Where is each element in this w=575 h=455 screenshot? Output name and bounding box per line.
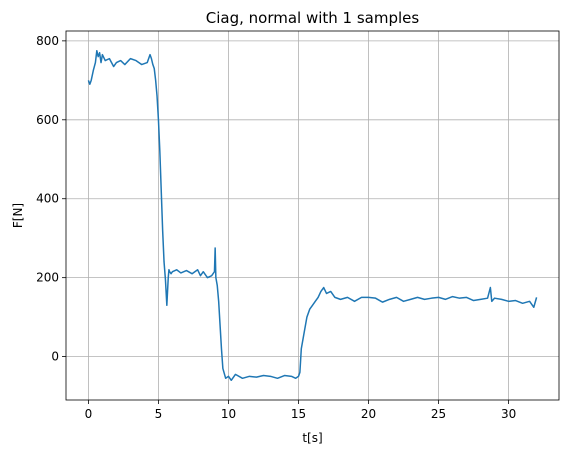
x-tick-label: 5 [155, 407, 163, 421]
x-tick-label: 25 [431, 407, 446, 421]
x-tick-label: 30 [501, 407, 516, 421]
x-tick-label: 20 [361, 407, 376, 421]
x-tick-label: 15 [291, 407, 306, 421]
series-layer [87, 49, 538, 382]
y-tick-label: 200 [36, 271, 59, 285]
y-tick-label: 600 [36, 113, 59, 127]
y-tick-label: 400 [36, 192, 59, 206]
grid-lines [66, 31, 559, 400]
series-line-0 [87, 49, 538, 382]
x-tick-label: 10 [221, 407, 236, 421]
x-tick-label: 0 [85, 407, 93, 421]
y-axis-label: F[N] [11, 203, 25, 228]
y-tick-label: 0 [51, 350, 59, 364]
y-tick-label: 800 [36, 34, 59, 48]
chart-title: Ciag, normal with 1 samples [206, 9, 420, 27]
plot-frame [65, 30, 560, 401]
x-axis-label: t[s] [302, 431, 322, 445]
x-axis-ticks: 0 5 10 15 20 25 30 [85, 400, 516, 421]
y-axis-ticks: 0 200 400 600 800 [36, 34, 66, 364]
